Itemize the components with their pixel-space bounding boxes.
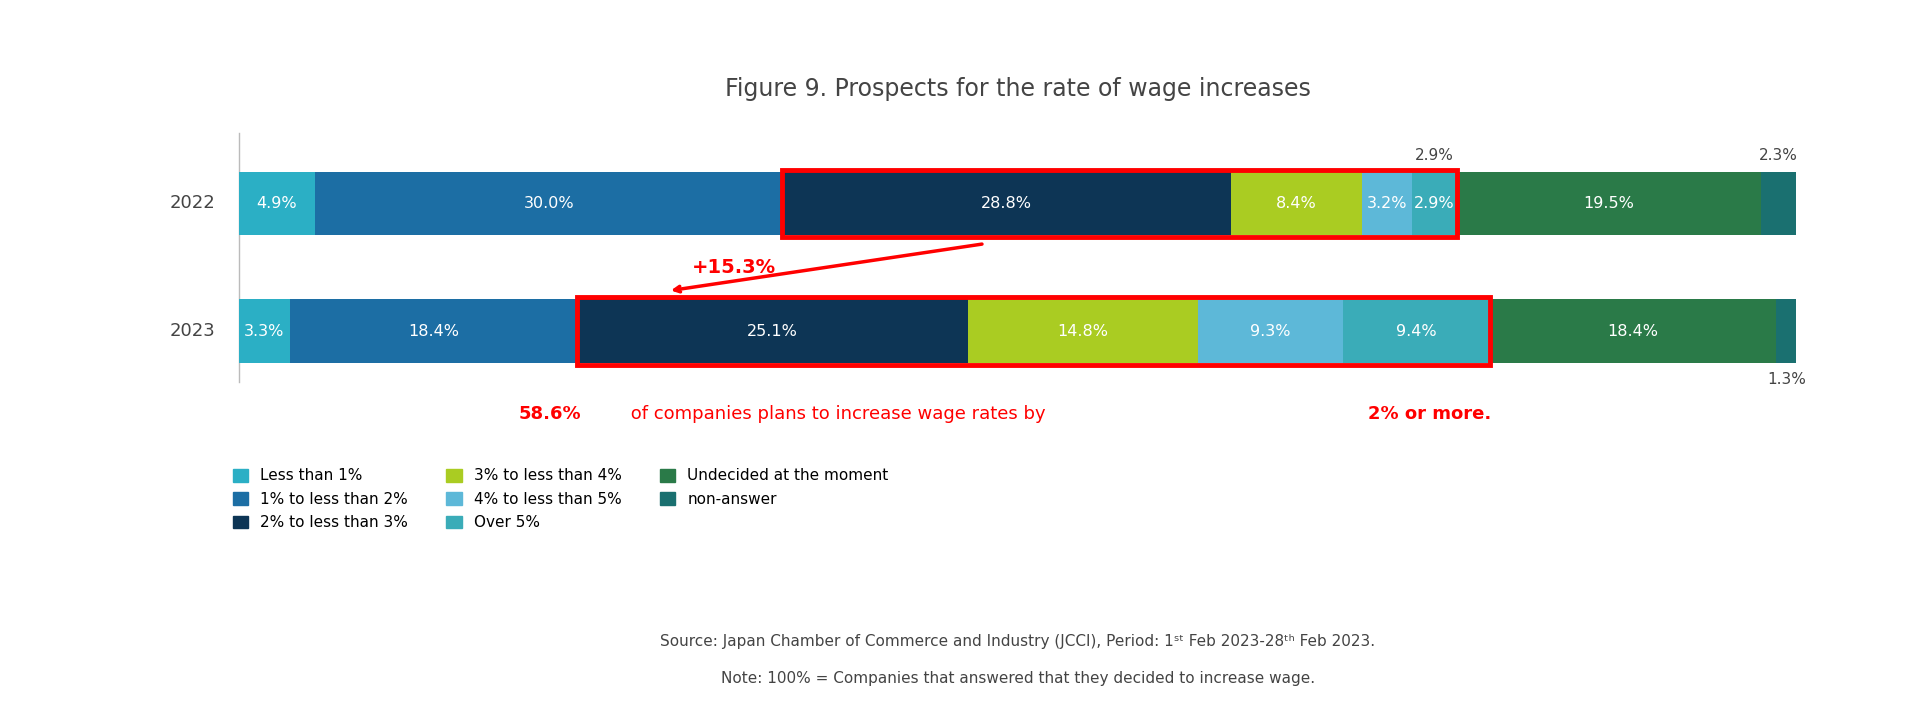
Text: 3.3%: 3.3% bbox=[244, 323, 284, 339]
Text: 2.3%: 2.3% bbox=[1759, 147, 1797, 162]
Bar bbox=[781, 172, 1231, 235]
Bar bbox=[1490, 299, 1776, 363]
Text: of companies plans to increase wage rates by: of companies plans to increase wage rate… bbox=[626, 405, 1052, 423]
Text: 8.4%: 8.4% bbox=[1277, 196, 1317, 211]
Text: 25.1%: 25.1% bbox=[747, 323, 797, 339]
Text: 9.4%: 9.4% bbox=[1396, 323, 1436, 339]
Text: 9.3%: 9.3% bbox=[1250, 323, 1290, 339]
Text: 4.9%: 4.9% bbox=[257, 196, 298, 211]
Text: 18.4%: 18.4% bbox=[407, 323, 459, 339]
Text: Source: Japan Chamber of Commerce and Industry (JCCI), Period: 1ˢᵗ Feb 2023-28ᵗʰ: Source: Japan Chamber of Commerce and In… bbox=[660, 635, 1375, 649]
Bar bbox=[1361, 172, 1411, 235]
Text: 2023: 2023 bbox=[169, 322, 215, 340]
Text: 2.9%: 2.9% bbox=[1415, 147, 1453, 162]
Bar bbox=[968, 299, 1198, 363]
Bar bbox=[1761, 172, 1797, 235]
Bar bbox=[781, 169, 1457, 238]
Text: 28.8%: 28.8% bbox=[981, 196, 1033, 211]
Text: 2% or more.: 2% or more. bbox=[1369, 405, 1492, 423]
Text: 18.4%: 18.4% bbox=[1607, 323, 1659, 339]
Bar bbox=[1457, 172, 1761, 235]
Bar bbox=[290, 299, 576, 363]
Bar bbox=[238, 172, 315, 235]
Text: 2.9%: 2.9% bbox=[1413, 196, 1455, 211]
Text: 14.8%: 14.8% bbox=[1058, 323, 1108, 339]
Bar bbox=[1344, 299, 1490, 363]
Bar bbox=[1231, 172, 1361, 235]
Text: 19.5%: 19.5% bbox=[1584, 196, 1634, 211]
Bar bbox=[576, 299, 968, 363]
Bar bbox=[1776, 299, 1797, 363]
Text: 30.0%: 30.0% bbox=[524, 196, 574, 211]
Bar bbox=[1411, 172, 1457, 235]
Bar bbox=[238, 299, 290, 363]
Bar bbox=[1198, 299, 1344, 363]
Bar bbox=[576, 297, 1490, 365]
Text: 1.3%: 1.3% bbox=[1766, 372, 1807, 387]
Bar bbox=[315, 172, 781, 235]
Title: Figure 9. Prospects for the rate of wage increases: Figure 9. Prospects for the rate of wage… bbox=[724, 77, 1311, 101]
Legend: Less than 1%, 1% to less than 2%, 2% to less than 3%, 3% to less than 4%, 4% to : Less than 1%, 1% to less than 2%, 2% to … bbox=[232, 469, 889, 530]
Text: 3.2%: 3.2% bbox=[1367, 196, 1407, 211]
Text: Note: 100% = Companies that answered that they decided to increase wage.: Note: 100% = Companies that answered tha… bbox=[720, 671, 1315, 686]
Text: 58.6%: 58.6% bbox=[518, 405, 582, 423]
Text: 2022: 2022 bbox=[169, 194, 215, 213]
Text: +15.3%: +15.3% bbox=[691, 258, 776, 277]
